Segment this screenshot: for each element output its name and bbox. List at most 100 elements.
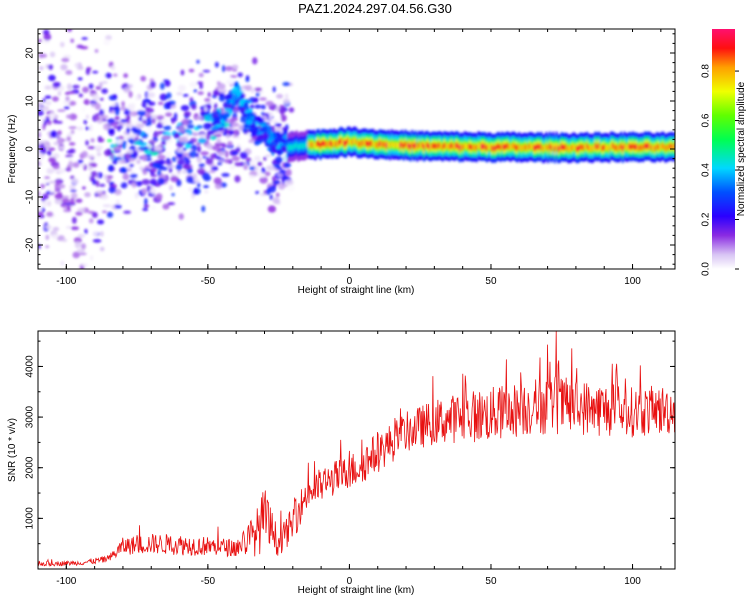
heatmap-cell: [507, 143, 511, 150]
heatmap-cell: [446, 143, 450, 149]
snr-frame: [37, 330, 676, 570]
heatmap-cell: [557, 146, 560, 152]
heatmap-cell: [463, 142, 466, 149]
heatmap-cell: [76, 249, 86, 253]
heatmap-cell: [261, 125, 269, 132]
heatmap-cell: [567, 146, 570, 152]
heatmap-cell: [177, 125, 186, 133]
heatmap-cell: [162, 203, 170, 210]
heatmap-cell: [66, 226, 70, 230]
heatmap-cell: [233, 81, 239, 87]
heatmap-cell: [207, 91, 211, 98]
heatmap-cell: [211, 166, 219, 171]
heatmap-cell: [482, 143, 485, 150]
heatmap-cell: [55, 180, 61, 186]
heatmap-cell: [158, 159, 166, 165]
heatmap-cell: [202, 69, 211, 73]
heatmap-cell: [85, 114, 90, 120]
heatmap-cell: [128, 145, 136, 151]
heatmap-cell: [88, 165, 93, 171]
heatmap-cell: [253, 97, 259, 103]
heatmap-cell: [248, 174, 256, 179]
heatmap-cell: [344, 140, 348, 147]
heatmap-cell: [71, 84, 80, 89]
heatmap-cell: [88, 218, 94, 224]
heatmap-cell: [223, 112, 230, 117]
heatmap-cell: [265, 188, 271, 196]
heatmap-cell: [157, 177, 165, 185]
heatmap-cell: [272, 196, 280, 205]
heatmap-cell: [61, 238, 68, 242]
heatmap-cell: [513, 143, 516, 149]
heatmap-cell: [94, 48, 99, 53]
heatmap-cell: [394, 141, 397, 148]
heatmap-cell: [214, 182, 222, 190]
heatmap-cell: [92, 230, 99, 236]
heatmap-cell: [57, 130, 62, 136]
heatmap-cell: [240, 107, 246, 114]
heatmap-cell: [196, 156, 202, 163]
heatmap-cell: [254, 104, 262, 109]
heatmap-cell: [180, 105, 190, 112]
heatmap-cell: [85, 67, 90, 76]
heatmap-cell: [66, 83, 72, 91]
y-tick-label: -10: [25, 189, 36, 204]
heatmap-cell: [85, 140, 89, 146]
heatmap-cell: [99, 246, 105, 252]
heatmap-cell: [245, 75, 250, 80]
heatmap-cell: [171, 193, 175, 197]
heatmap-cell: [136, 159, 141, 165]
heatmap-cell: [547, 145, 550, 152]
heatmap-cell: [103, 149, 113, 157]
heatmap-cell: [245, 119, 253, 125]
heatmap-cell: [71, 177, 79, 185]
heatmap-cell: [186, 140, 194, 145]
heatmap-cell: [165, 101, 172, 108]
heatmap-cell: [166, 92, 172, 99]
heatmap-cell: [193, 179, 200, 183]
heatmap-cell: [414, 142, 417, 148]
heatmap-cell: [127, 84, 133, 89]
heatmap-cell: [229, 74, 238, 78]
heatmap-cell: [41, 207, 45, 213]
heatmap-cell: [148, 162, 154, 168]
heatmap-cell: [76, 126, 84, 131]
heatmap-cell: [122, 173, 130, 181]
heatmap-cell: [177, 149, 184, 154]
snr-x-label: Height of straight line (km): [298, 585, 415, 596]
heatmap-cell: [361, 140, 365, 146]
heatmap-cell: [157, 154, 166, 160]
heatmap-cell: [145, 112, 151, 118]
heatmap-cell: [114, 204, 122, 209]
heatmap-cell: [198, 133, 207, 138]
heatmap-cell: [506, 142, 509, 149]
heatmap-cell: [406, 142, 409, 149]
heatmap-cell: [317, 140, 320, 147]
snr-y-ticks: 1000 2000 3000 4000: [25, 340, 675, 545]
heatmap-cell: [110, 143, 115, 149]
heatmap-cell: [255, 92, 261, 97]
heatmap-cell: [45, 182, 50, 186]
snr-panel: -100 -50 0 50 100 1000 2000 3000 4000 Height of…: [7, 330, 676, 596]
heatmap-cell: [621, 145, 624, 152]
heatmap-cell: [106, 139, 113, 143]
heatmap-cell: [268, 115, 273, 122]
x-tick-label: -50: [201, 576, 216, 587]
heatmap-cell: [101, 118, 107, 122]
heatmap-cell: [587, 145, 591, 152]
heatmap-cell: [200, 151, 209, 156]
heatmap-cell: [254, 167, 260, 171]
heatmap-cell: [114, 109, 120, 116]
heatmap-cell: [356, 140, 359, 147]
heatmap-cell: [129, 111, 138, 117]
heatmap-cell: [56, 137, 64, 145]
heatmap-cell: [82, 86, 89, 93]
heatmap-cell: [118, 135, 124, 140]
heatmap-cell: [52, 81, 61, 88]
heatmap-cell: [147, 101, 156, 106]
heatmap-cell: [216, 116, 221, 122]
heatmap-cell: [107, 128, 115, 134]
heatmap-cell: [182, 147, 187, 151]
heatmap-cell: [163, 125, 172, 131]
heatmap-cell: [275, 106, 280, 113]
